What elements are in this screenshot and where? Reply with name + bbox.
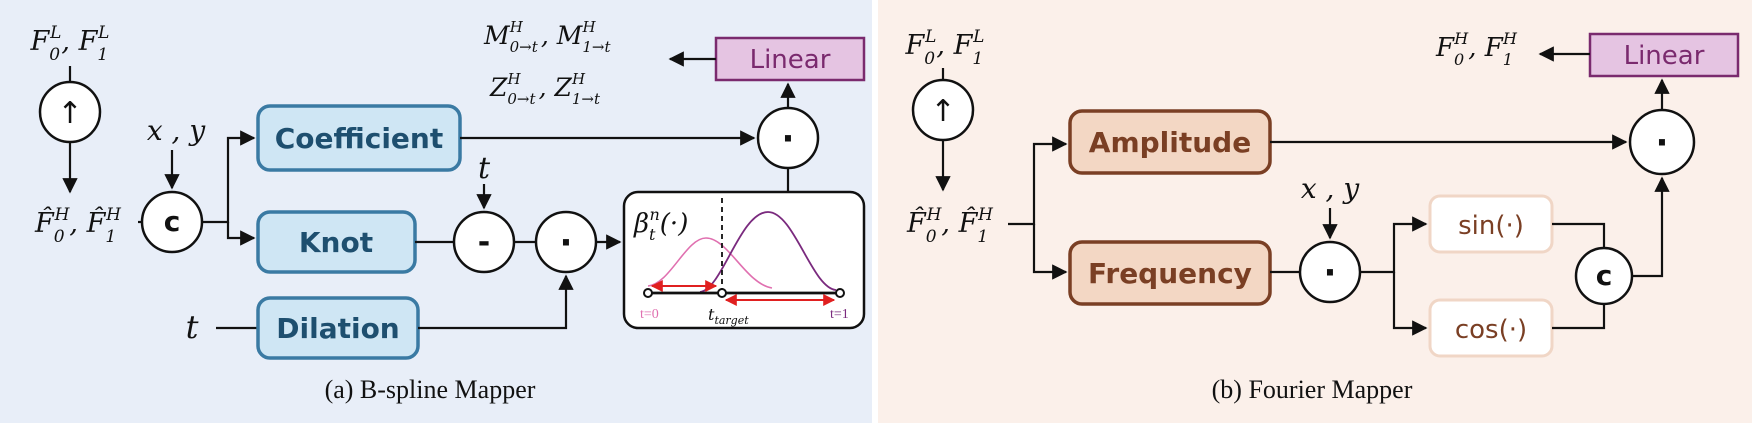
linear-label-b: Linear: [1624, 41, 1705, 71]
basis-curve-pink: [647, 237, 773, 289]
upsampled-features-label: F̂0H, F̂1H: [34, 205, 122, 247]
time-input-label: t: [186, 308, 199, 346]
output-masks-label: M0→tH, M1→tH: [483, 18, 611, 56]
basis-t1-marker: [835, 288, 845, 298]
edge-concat-to-knot: [226, 222, 256, 246]
edge-concat-to-output-multiply: [1632, 176, 1670, 278]
linear-label-a: Linear: [750, 45, 831, 75]
basis-ttarget-label: ttarget: [708, 305, 749, 327]
coefficient-label: Coefficient: [275, 122, 444, 155]
edge-dilation-to-multiply: [418, 274, 574, 330]
linear-box-a: [714, 36, 866, 82]
edge-cos-to-concat: [1552, 300, 1606, 330]
panel-a-caption: (a) B-spline Mapper: [325, 375, 536, 404]
edge-multiply-to-cos: [1392, 272, 1428, 336]
panel-b-caption: (b) Fourier Mapper: [1212, 375, 1413, 404]
linear-box-b: [1588, 32, 1740, 78]
basis-t1-label: t=1: [830, 307, 849, 322]
panel-bspline-mapper: F0L, F1L ↑ F̂0H, F̂1H x , y c Coefficien…: [0, 0, 872, 423]
cos-label: cos(·): [1455, 315, 1527, 345]
output-features-label-b: F0H, F1H: [1435, 29, 1518, 69]
basis-ttarget-marker: [717, 288, 727, 298]
panel-fourier-mapper: F0L, F1L ↑ F̂0H, F̂1H Amplitude Frequenc…: [878, 0, 1752, 423]
concat-symbol-b: c: [1596, 259, 1613, 292]
edge-multiply-to-sin: [1360, 216, 1428, 274]
upsample-symbol-b: ↑: [930, 94, 955, 129]
input-features-label-b: F0L, F1L: [905, 27, 985, 69]
edge-features-to-frequency: [1032, 224, 1068, 280]
basis-function-label: βtn(·): [633, 205, 688, 244]
input-features-label: F0L, F1L: [30, 23, 110, 65]
coordinates-label-a: x , y: [147, 114, 206, 147]
basis-t0-marker: [643, 288, 653, 298]
minus-time-label: t: [478, 151, 491, 186]
multiply-symbol-frequency: ·: [1324, 253, 1337, 293]
amplitude-label: Amplitude: [1089, 126, 1251, 159]
upsample-symbol: ↑: [57, 96, 82, 131]
output-flows-label: Z0→tH, Z1→tH: [489, 70, 601, 108]
minus-symbol: -: [478, 225, 490, 260]
edge-sin-to-concat: [1552, 222, 1606, 254]
output-multiply-symbol-b: ·: [1656, 123, 1669, 163]
sin-label: sin(·): [1458, 211, 1524, 241]
basis-t0-label: t=0: [640, 307, 659, 322]
frequency-label: Frequency: [1088, 257, 1252, 290]
concat-symbol-a: c: [164, 205, 181, 238]
upsampled-features-label-b: F̂0H, F̂1H: [906, 205, 994, 247]
edge-concat-to-coefficient: [202, 130, 256, 224]
output-multiply-symbol-a: ·: [782, 119, 795, 159]
edge-features-to-amplitude: [1008, 136, 1068, 226]
knot-label: Knot: [299, 226, 373, 259]
basis-curve-purple: [699, 211, 837, 293]
multiply-symbol-knot: ·: [560, 223, 573, 263]
dilation-label: Dilation: [276, 312, 399, 345]
basis-function-plot: βtn(·) t=0 ttarget t=1: [622, 190, 866, 330]
coordinates-label-b: x , y: [1301, 172, 1360, 205]
